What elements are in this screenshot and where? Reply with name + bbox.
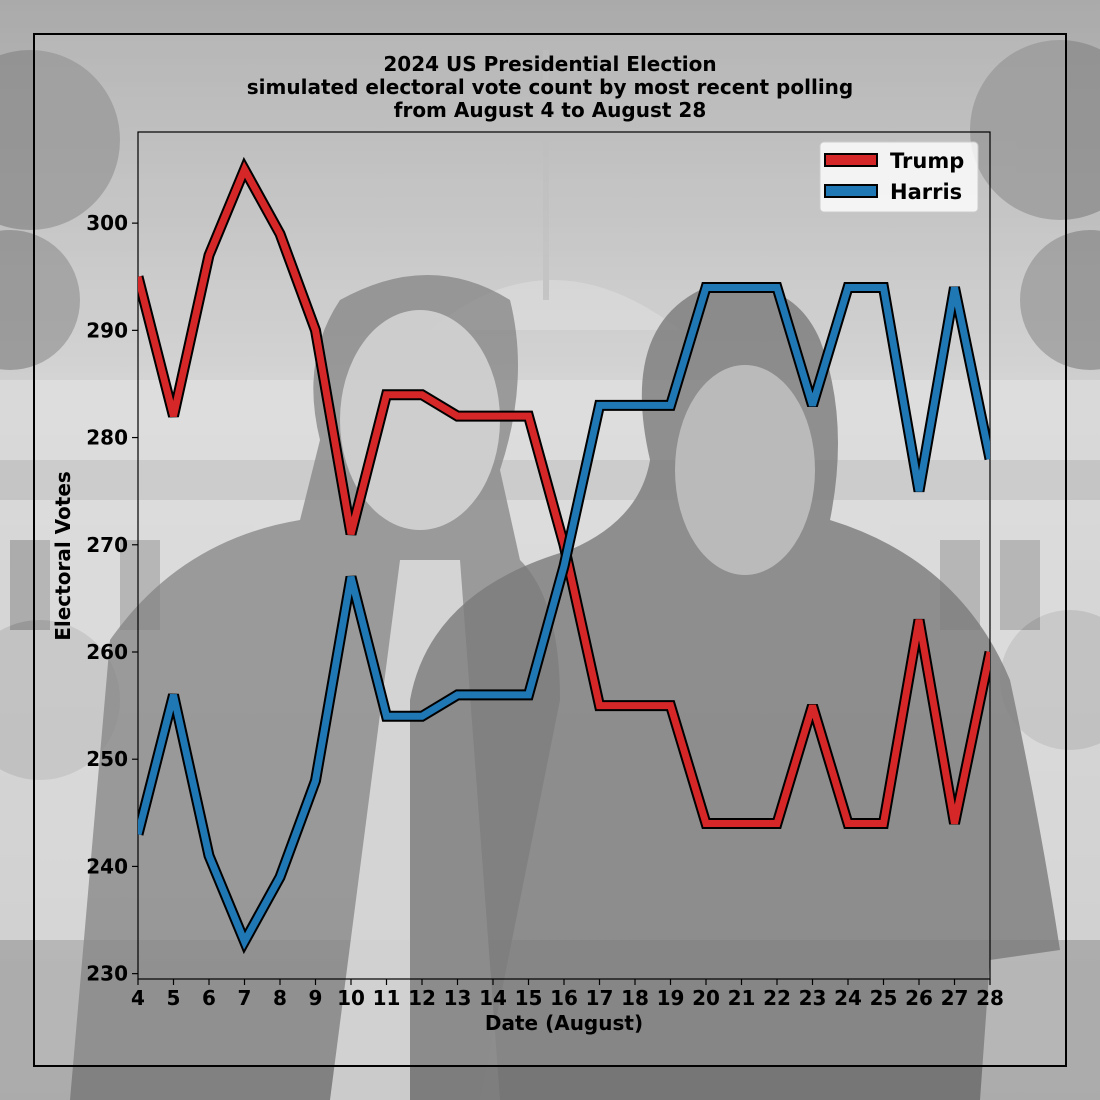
legend-label-harris: Harris	[890, 180, 962, 204]
x-tick-label: 7	[238, 986, 252, 1010]
x-tick-label: 6	[202, 986, 216, 1010]
x-tick-label: 4	[131, 986, 145, 1010]
x-tick-label: 20	[692, 986, 720, 1010]
x-axis-label: Date (August)	[485, 1011, 643, 1035]
y-tick-label: 290	[86, 318, 128, 342]
series-lines	[138, 156, 990, 955]
x-tick-label: 26	[905, 986, 933, 1010]
y-tick-label: 270	[86, 533, 128, 557]
figure-right-silhouette	[410, 285, 1060, 1100]
chart-title-line-3: from August 4 to August 28	[394, 98, 706, 122]
legend-swatch-trump	[824, 153, 878, 167]
legend-label-trump: Trump	[890, 149, 964, 173]
x-tick-label: 27	[941, 986, 969, 1010]
x-tick-label: 22	[763, 986, 791, 1010]
x-tick-label: 9	[309, 986, 323, 1010]
x-tick-label: 24	[834, 986, 862, 1010]
y-tick-label: 280	[86, 426, 128, 450]
x-tick-label: 18	[621, 986, 649, 1010]
y-tick-label: 240	[86, 854, 128, 878]
x-tick-label: 21	[728, 986, 756, 1010]
x-tick-label: 13	[444, 986, 472, 1010]
chart-title-line-2: simulated electoral vote count by most r…	[247, 75, 853, 99]
chart-title-line-1: 2024 US Presidential Election	[383, 52, 716, 76]
x-tick-label: 17	[586, 986, 614, 1010]
x-tick-label: 15	[515, 986, 543, 1010]
x-tick-label: 11	[373, 986, 401, 1010]
legend: Trump Harris	[819, 141, 979, 213]
x-tick-label: 5	[167, 986, 181, 1010]
x-tick-label: 19	[657, 986, 685, 1010]
legend-swatch-harris	[824, 184, 878, 198]
x-tick-label: 23	[799, 986, 827, 1010]
x-tick-label: 16	[550, 986, 578, 1010]
x-tick-label: 25	[870, 986, 898, 1010]
x-axis: 4 5 6 7 8 9 10 11 12 13 14 15 16 17 18 19 20 21 22 23 24 25 26…	[131, 979, 1004, 1010]
y-tick-label: 260	[86, 640, 128, 664]
x-tick-label: 12	[408, 986, 436, 1010]
y-axis: 230 240 250 260 270 280 290 300	[86, 211, 138, 986]
y-axis-label: Electoral Votes	[51, 471, 75, 641]
y-tick-label: 230	[86, 962, 128, 986]
x-tick-label: 14	[479, 986, 507, 1010]
y-tick-label: 250	[86, 747, 128, 771]
x-tick-label: 8	[273, 986, 287, 1010]
y-tick-label: 300	[86, 211, 128, 235]
x-tick-label: 28	[976, 986, 1004, 1010]
x-tick-label: 10	[337, 986, 365, 1010]
